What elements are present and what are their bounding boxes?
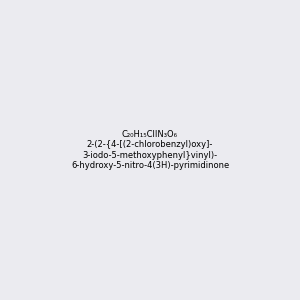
Text: C₂₀H₁₅ClIN₃O₆
2-(2-{4-[(2-chlorobenzyl)oxy]-
3-iodo-5-methoxyphenyl}vinyl)-
6-hy: C₂₀H₁₅ClIN₃O₆ 2-(2-{4-[(2-chlorobenzyl)o…	[71, 130, 229, 170]
